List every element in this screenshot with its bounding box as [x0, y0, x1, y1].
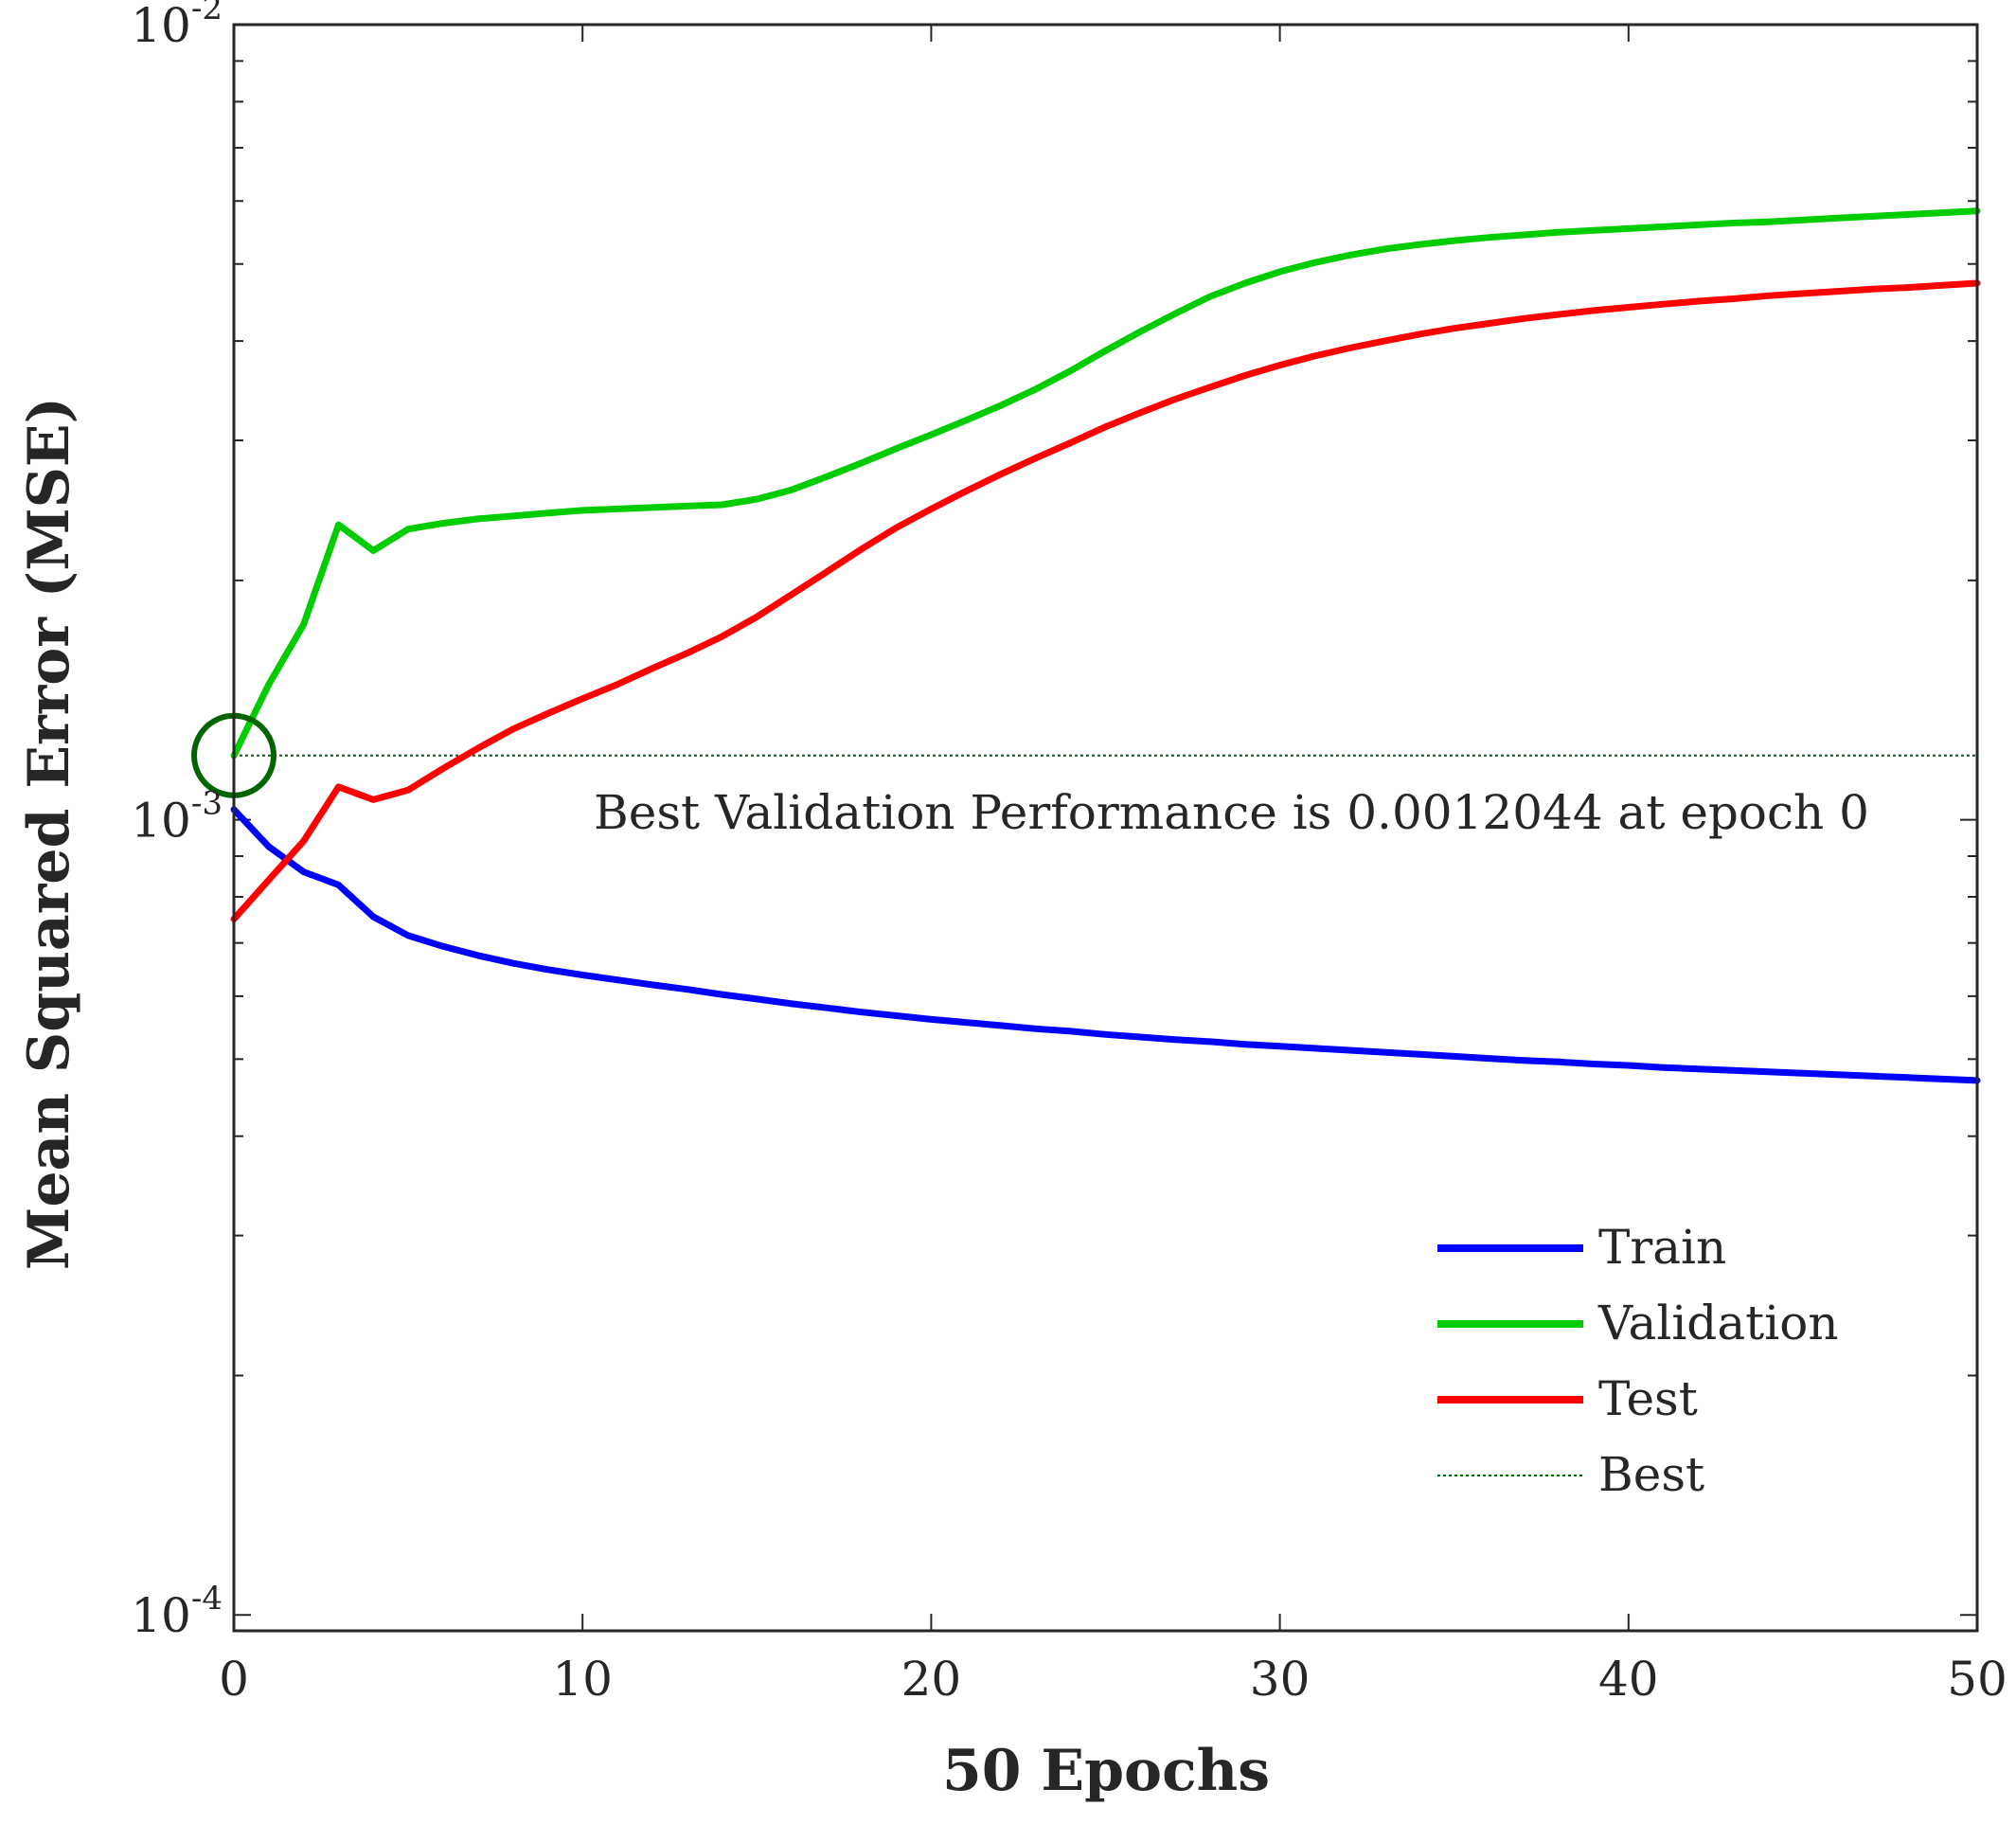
x-tick-label: 10	[552, 1652, 613, 1707]
x-tick-label: 50	[1947, 1652, 2007, 1707]
legend: Train Validation Test Best	[1437, 1220, 1839, 1502]
x-tick-label: 20	[901, 1652, 962, 1707]
legend-label-train: Train	[1598, 1220, 1726, 1275]
legend-label-test: Test	[1598, 1371, 1698, 1426]
x-tick-label: 40	[1598, 1652, 1659, 1707]
x-tick-label: 30	[1250, 1652, 1311, 1707]
tick-labels: 0 10 20 30 40 50 10-4 10-3 10-2	[131, 0, 2007, 1707]
y-tick-label: 10-2	[131, 0, 223, 53]
series-line-train	[230, 806, 1981, 1084]
plot-area-border	[232, 23, 1979, 1633]
best-performance-annotation: Best Validation Performance is 0.0012044…	[594, 785, 1869, 840]
x-axis-label: 50 Epochs	[942, 1738, 1270, 1804]
y-tick-label: 10-4	[131, 1580, 223, 1643]
series-line-test	[230, 279, 1981, 922]
series-line-validation	[230, 207, 1981, 760]
y-axis-label: Mean Squared Error (MSE)	[16, 397, 82, 1270]
series-layer	[191, 207, 1981, 1084]
y-tick-label: 10-3	[131, 785, 223, 849]
legend-label-validation: Validation	[1597, 1296, 1839, 1350]
legend-label-best: Best	[1598, 1447, 1704, 1502]
x-tick-label: 0	[219, 1652, 249, 1707]
